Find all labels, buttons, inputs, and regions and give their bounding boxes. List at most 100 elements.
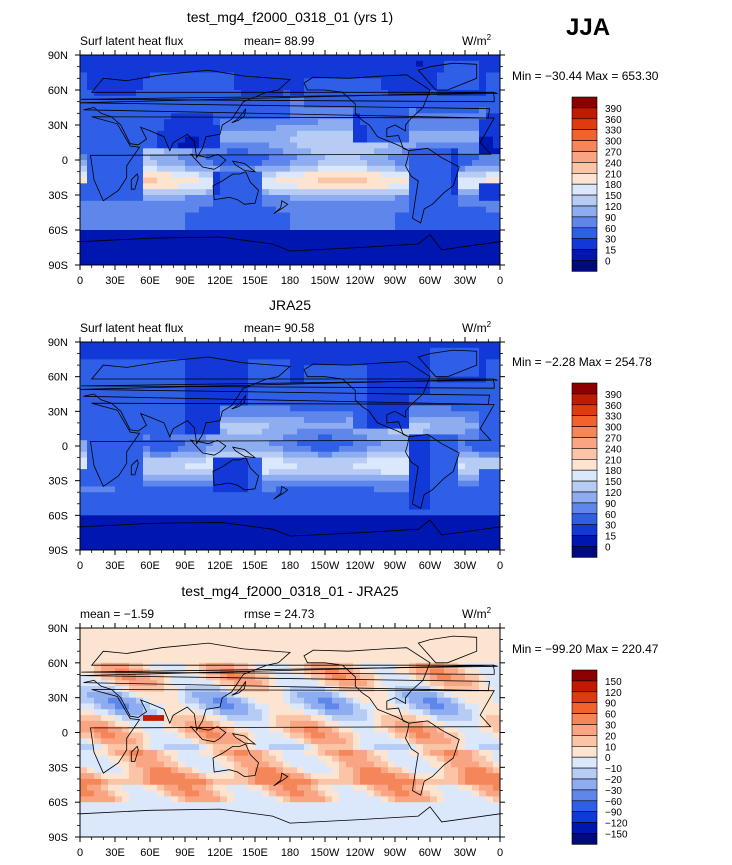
field-cell <box>234 241 242 249</box>
field-cell <box>108 90 116 97</box>
field-cell <box>353 633 361 641</box>
field-cell <box>402 235 410 243</box>
field-cell <box>150 119 158 126</box>
field-cell <box>353 342 361 349</box>
field-cell <box>339 446 347 453</box>
field-cell <box>164 72 172 79</box>
field-cell <box>276 171 284 179</box>
field-cell <box>87 113 95 120</box>
field-cell <box>269 142 277 149</box>
field-cell <box>472 388 480 395</box>
field-cell <box>108 235 116 243</box>
field-cell <box>451 639 459 647</box>
field-cell <box>325 651 333 658</box>
field-cell <box>360 342 368 349</box>
field-cell <box>325 434 333 441</box>
field-cell <box>318 532 326 540</box>
field-cell <box>150 434 158 441</box>
field-cell <box>87 498 95 505</box>
field-cell <box>402 492 410 499</box>
field-cell <box>367 148 375 155</box>
field-cell <box>87 394 95 401</box>
field-cell <box>360 347 368 355</box>
field-cell <box>227 526 235 534</box>
field-cell <box>430 440 438 447</box>
field-cell <box>115 60 123 68</box>
field-cell <box>108 457 116 464</box>
field-cell <box>388 95 396 103</box>
field-cell <box>374 370 382 378</box>
field-cell <box>115 171 123 179</box>
field-cell <box>297 60 305 68</box>
field-cell <box>87 55 95 62</box>
field-cell <box>108 492 116 499</box>
field-cell <box>115 474 123 482</box>
field-cell <box>227 428 235 436</box>
field-cell <box>311 446 319 453</box>
field-cell <box>297 90 305 97</box>
field-cell <box>304 177 312 184</box>
field-cell <box>283 247 291 254</box>
field-cell <box>185 66 193 74</box>
field-cell <box>297 78 305 85</box>
field-cell <box>269 365 277 372</box>
field-cell <box>346 411 354 418</box>
field-cell <box>318 353 326 360</box>
field-cell <box>248 515 256 522</box>
field-cell <box>388 544 396 550</box>
field-cell <box>276 526 284 534</box>
colorbar-label: 90 <box>605 213 617 224</box>
field-cell <box>290 101 298 109</box>
field-cell <box>227 195 235 202</box>
y-tick-label: 0 <box>62 441 68 453</box>
field-cell <box>388 130 396 138</box>
field-cell <box>94 370 102 378</box>
field-cell <box>213 136 221 144</box>
field-cell <box>360 359 368 366</box>
field-cell <box>115 544 123 550</box>
field-cell <box>276 399 284 407</box>
field-cell <box>458 241 466 249</box>
field-cell <box>255 241 263 249</box>
field-cell <box>353 206 361 214</box>
field-cell <box>472 218 480 225</box>
field-cell <box>486 212 494 219</box>
field-cell <box>353 498 361 505</box>
field-cell <box>437 394 445 401</box>
field-cell <box>269 353 277 360</box>
field-cell <box>318 405 326 412</box>
field-cell <box>192 224 200 231</box>
field-cell <box>150 446 158 453</box>
field-cell <box>332 113 340 120</box>
field-cell <box>367 230 375 237</box>
field-cell <box>199 434 207 441</box>
field-cell <box>479 113 487 120</box>
field-cell <box>248 125 256 132</box>
field-cell <box>332 206 340 214</box>
field-cell <box>136 538 144 545</box>
field-cell <box>87 235 95 243</box>
field-cell <box>388 212 396 219</box>
field-cell <box>346 247 354 254</box>
field-cell <box>493 84 500 91</box>
field-cell <box>101 78 109 85</box>
field-cell <box>185 78 193 85</box>
field-cell <box>143 526 151 534</box>
field-cell <box>325 90 333 97</box>
coastline-japan <box>231 108 247 124</box>
field-cell <box>353 645 361 652</box>
field-cell <box>381 376 389 384</box>
field-cell <box>241 498 249 505</box>
field-cell <box>486 165 494 173</box>
field-cell <box>430 526 438 534</box>
field-cell <box>353 628 361 635</box>
field-cell <box>444 353 452 360</box>
field-cell <box>311 177 319 184</box>
field-cell <box>339 515 347 522</box>
field-cell <box>381 365 389 372</box>
field-cell <box>101 148 109 155</box>
field-cell <box>416 347 424 355</box>
field-cell <box>458 353 466 360</box>
field-cell <box>262 498 270 505</box>
field-cell <box>122 422 130 430</box>
